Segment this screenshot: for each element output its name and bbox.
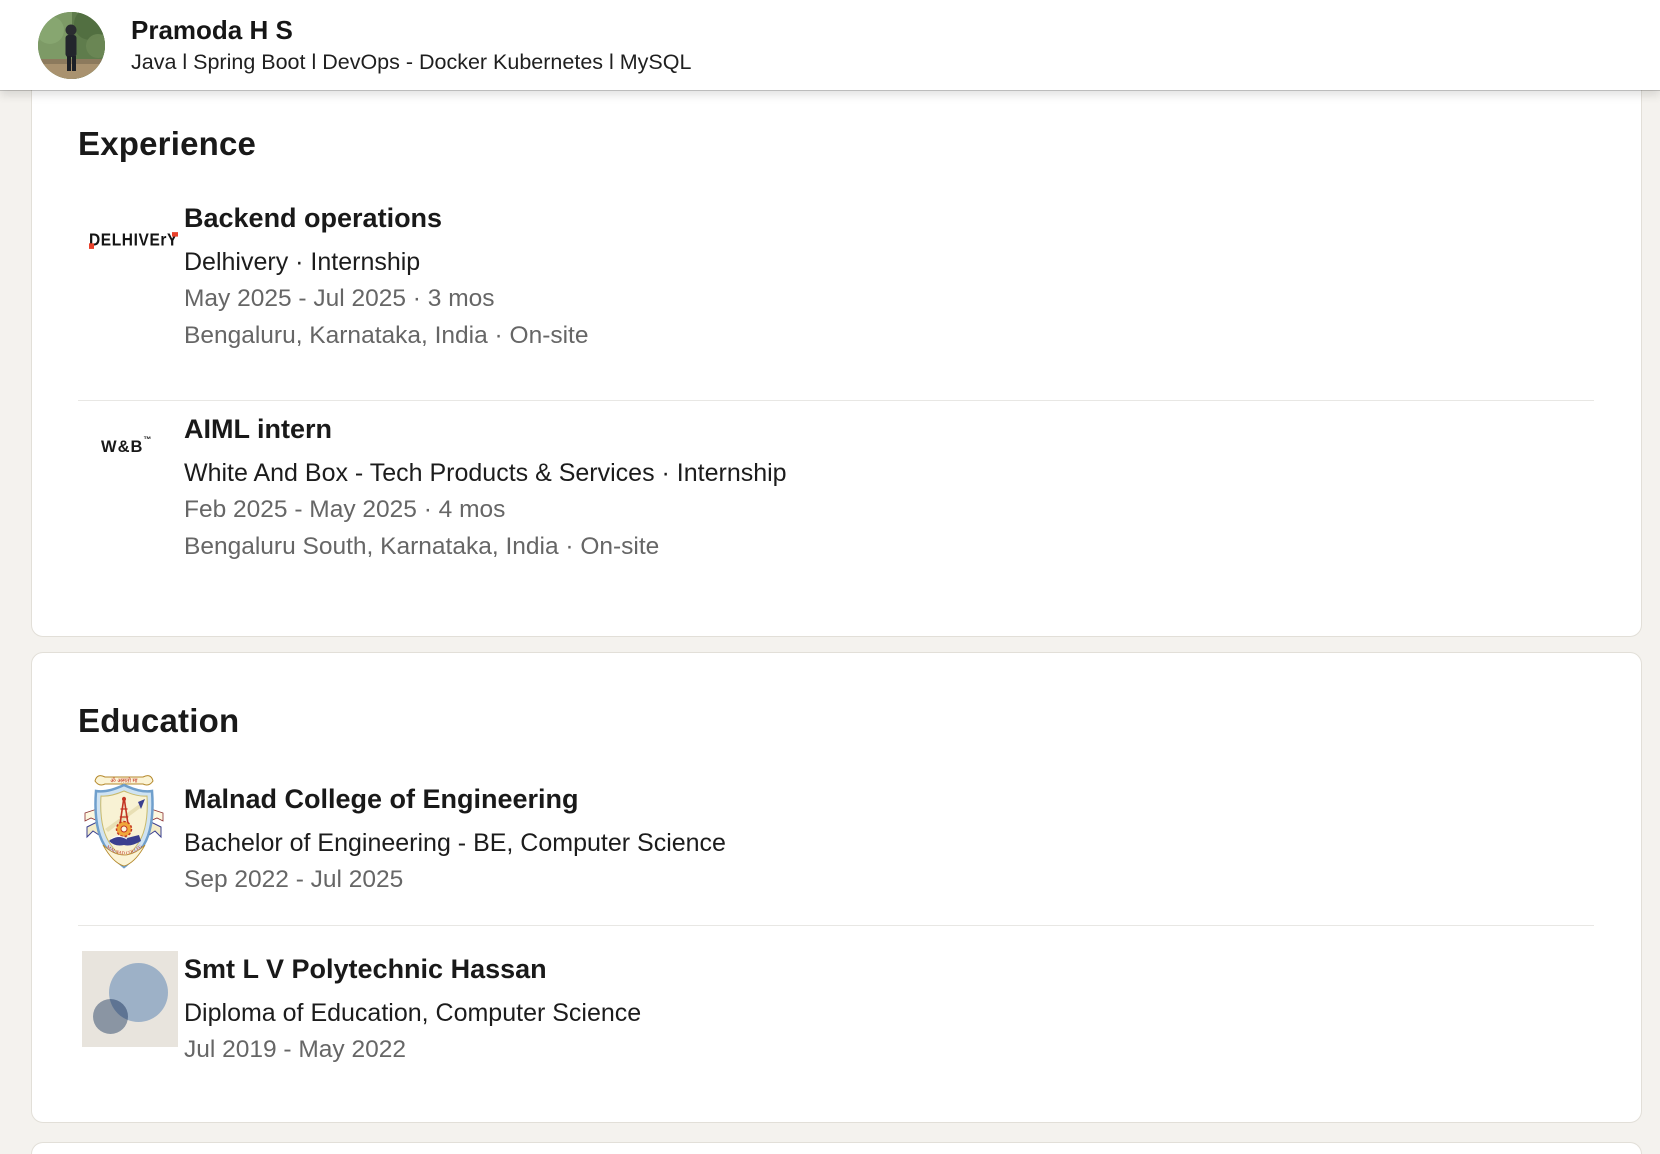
trademark-symbol: ™: [143, 435, 152, 445]
education-degree: Bachelor of Engineering - BE, Computer S…: [184, 829, 726, 858]
wandb-logo[interactable]: W&B™: [78, 411, 174, 565]
education-school[interactable]: Malnad College of Engineering: [184, 784, 579, 815]
experience-company: White And Box - Tech Products & Services…: [184, 459, 787, 488]
experience-entry-body: AIML intern White And Box - Tech Product…: [184, 411, 1594, 565]
experience-entry-delhivery[interactable]: DELHIVErY Backend operations Delhivery ·…: [78, 200, 1594, 354]
experience-entry-white-and-box[interactable]: W&B™ AIML intern White And Box - Tech Pr…: [78, 411, 1594, 565]
entry-divider: [78, 925, 1594, 927]
education-card: Education ॐ असतो मा: [31, 652, 1642, 1123]
education-dates: Jul 2019 - May 2022: [184, 1036, 406, 1064]
malnad-college-logo[interactable]: ॐ असतो मा: [78, 769, 174, 898]
experience-dates: May 2025 - Jul 2025 · 3 mos: [184, 285, 495, 313]
delhivery-logo[interactable]: DELHIVErY: [78, 200, 178, 354]
delhivery-red-mark-icon: [171, 232, 178, 237]
experience-dates: Feb 2025 - May 2025 · 4 mos: [184, 496, 506, 524]
education-degree: Diploma of Education, Computer Science: [184, 999, 642, 1028]
education-entry-body: Malnad College of Engineering Bachelor o…: [184, 781, 1594, 898]
experience-location: Bengaluru South, Karnataka, India · On-s…: [184, 533, 660, 561]
experience-entry-body: Backend operations Delhivery · Internshi…: [184, 200, 1594, 354]
experience-section-title: Experience: [78, 125, 257, 162]
svg-text:ॐ असतो मा: ॐ असतो मा: [110, 777, 138, 785]
college-crest-icon: ॐ असतो मा: [83, 769, 164, 869]
profile-headline: Java l Spring Boot l DevOps - Docker Kub…: [131, 50, 692, 75]
education-entry-body: Smt L V Polytechnic Hassan Diploma of Ed…: [184, 951, 1594, 1068]
profile-sticky-header[interactable]: Pramoda H S Java l Spring Boot l DevOps …: [0, 0, 1660, 90]
profile-name[interactable]: Pramoda H S: [131, 14, 293, 45]
next-section-card: [31, 1142, 1642, 1154]
school-placeholder-icon: [82, 951, 178, 1048]
education-entry-malnad[interactable]: ॐ असतो मा: [78, 769, 1594, 898]
experience-role[interactable]: AIML intern: [184, 414, 332, 445]
placeholder-circle-icon: [93, 999, 128, 1035]
education-entry-polytechnic[interactable]: Smt L V Polytechnic Hassan Diploma of Ed…: [78, 951, 1594, 1068]
education-dates: Sep 2022 - Jul 2025: [184, 866, 404, 894]
delhivery-wordmark-icon: DELHIVErY: [89, 231, 178, 251]
profile-photo[interactable]: [38, 11, 105, 79]
experience-card: Experience DELHIVErY Backend operations …: [31, 90, 1642, 637]
school-placeholder-logo[interactable]: [78, 951, 178, 1068]
page-content: Experience DELHIVErY Backend operations …: [0, 90, 1660, 1154]
entry-divider: [78, 400, 1594, 402]
experience-role[interactable]: Backend operations: [184, 203, 443, 234]
experience-company: Delhivery · Internship: [184, 248, 421, 277]
profile-photo-image: [38, 11, 105, 79]
delhivery-red-mark-icon: [89, 243, 94, 250]
education-section-title: Education: [78, 702, 240, 739]
profile-header-text: Pramoda H S Java l Spring Boot l DevOps …: [131, 14, 691, 76]
education-school[interactable]: Smt L V Polytechnic Hassan: [184, 954, 547, 985]
wandb-wordmark-icon: W&B™: [101, 435, 152, 457]
experience-location: Bengaluru, Karnataka, India · On-site: [184, 322, 589, 350]
